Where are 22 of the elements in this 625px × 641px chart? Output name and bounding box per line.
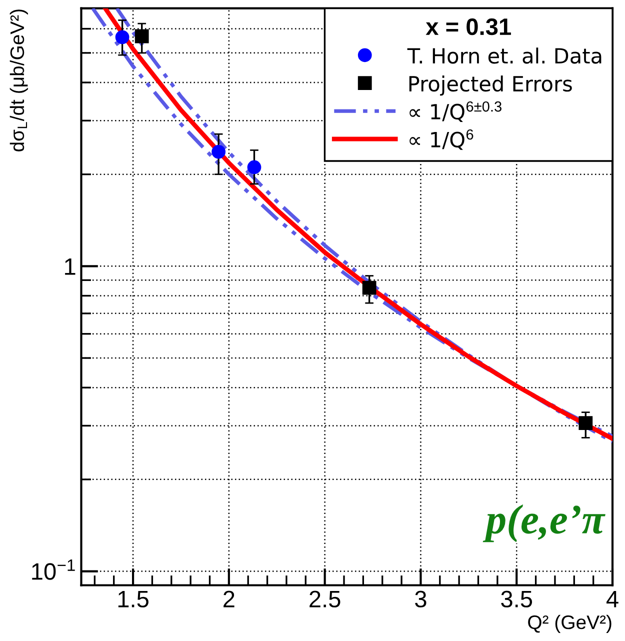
x-tick-label: 3	[415, 590, 426, 608]
legend-label: ∝ 1/Q$^{6}$	[410, 129, 474, 150]
legend-label: ∝ 1/Q$^{6±0.3}$	[410, 101, 502, 122]
x-tick-label: 3.5	[501, 590, 532, 608]
x-tick-label: 2.5	[310, 590, 340, 608]
point	[362, 280, 376, 295]
y-tick-label: 10$^{−1}$	[32, 560, 75, 580]
x-tick-label: 2	[224, 590, 234, 608]
x-axis-title: Q² (GeV²)	[528, 614, 612, 633]
point	[578, 416, 593, 430]
point	[134, 29, 149, 44]
legend-title: x = 0.31	[426, 18, 511, 36]
point	[212, 144, 226, 159]
y-tick-label: 1	[65, 258, 76, 275]
x-tick-label: 4	[606, 590, 618, 608]
point	[115, 30, 130, 44]
point	[247, 160, 262, 174]
x-tick-label: 1.5	[118, 590, 148, 608]
legend-label: T. Horn et. al. Data	[407, 48, 602, 64]
y-axis-title: dσ$_{L}$/dt (μb/GeV²)	[10, 10, 28, 152]
annotation: p(e,e’π	[482, 504, 606, 542]
legend-label: Projected Errors	[409, 76, 572, 96]
